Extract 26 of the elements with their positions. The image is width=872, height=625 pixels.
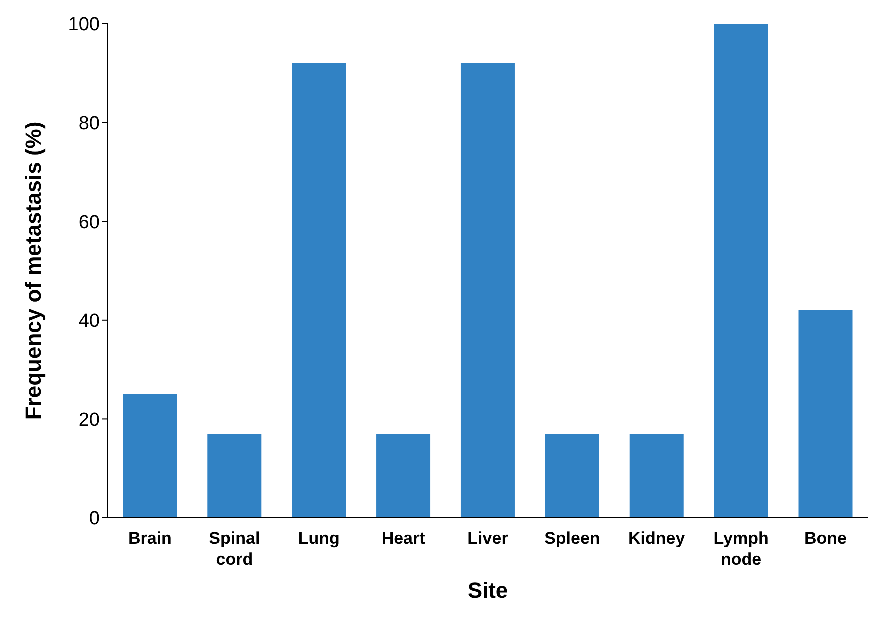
- x-tick-label: Spinal cord: [209, 529, 260, 569]
- x-tick-label: Lymph node: [714, 529, 769, 569]
- bar: [630, 434, 684, 518]
- y-tick-label: 0: [89, 508, 100, 530]
- x-tick-label: Bone: [804, 529, 848, 548]
- bar: [798, 310, 853, 518]
- x-tick-label: Heart: [382, 529, 426, 548]
- x-axis-title: Site: [468, 578, 508, 603]
- bar: [376, 434, 431, 518]
- x-tick-label: Brain: [128, 529, 172, 548]
- x-tick-label: Lung: [298, 529, 340, 548]
- bar: [545, 434, 600, 518]
- bar: [714, 24, 768, 518]
- bar: [208, 434, 262, 518]
- x-tick-label: Spleen: [544, 529, 600, 548]
- bar: [292, 64, 346, 518]
- bar: [123, 394, 178, 518]
- y-axis-title: Frequency of metastasis (%): [20, 122, 46, 420]
- y-tick-label: 100: [68, 14, 100, 36]
- y-tick-label: 40: [78, 311, 100, 332]
- y-tick-label: 20: [78, 410, 100, 431]
- x-tick-label: Kidney: [628, 529, 686, 548]
- y-tick-label: 60: [78, 212, 100, 234]
- bar: [460, 64, 515, 518]
- y-tick-label: 80: [78, 114, 100, 135]
- x-tick-label: Liver: [468, 529, 509, 548]
